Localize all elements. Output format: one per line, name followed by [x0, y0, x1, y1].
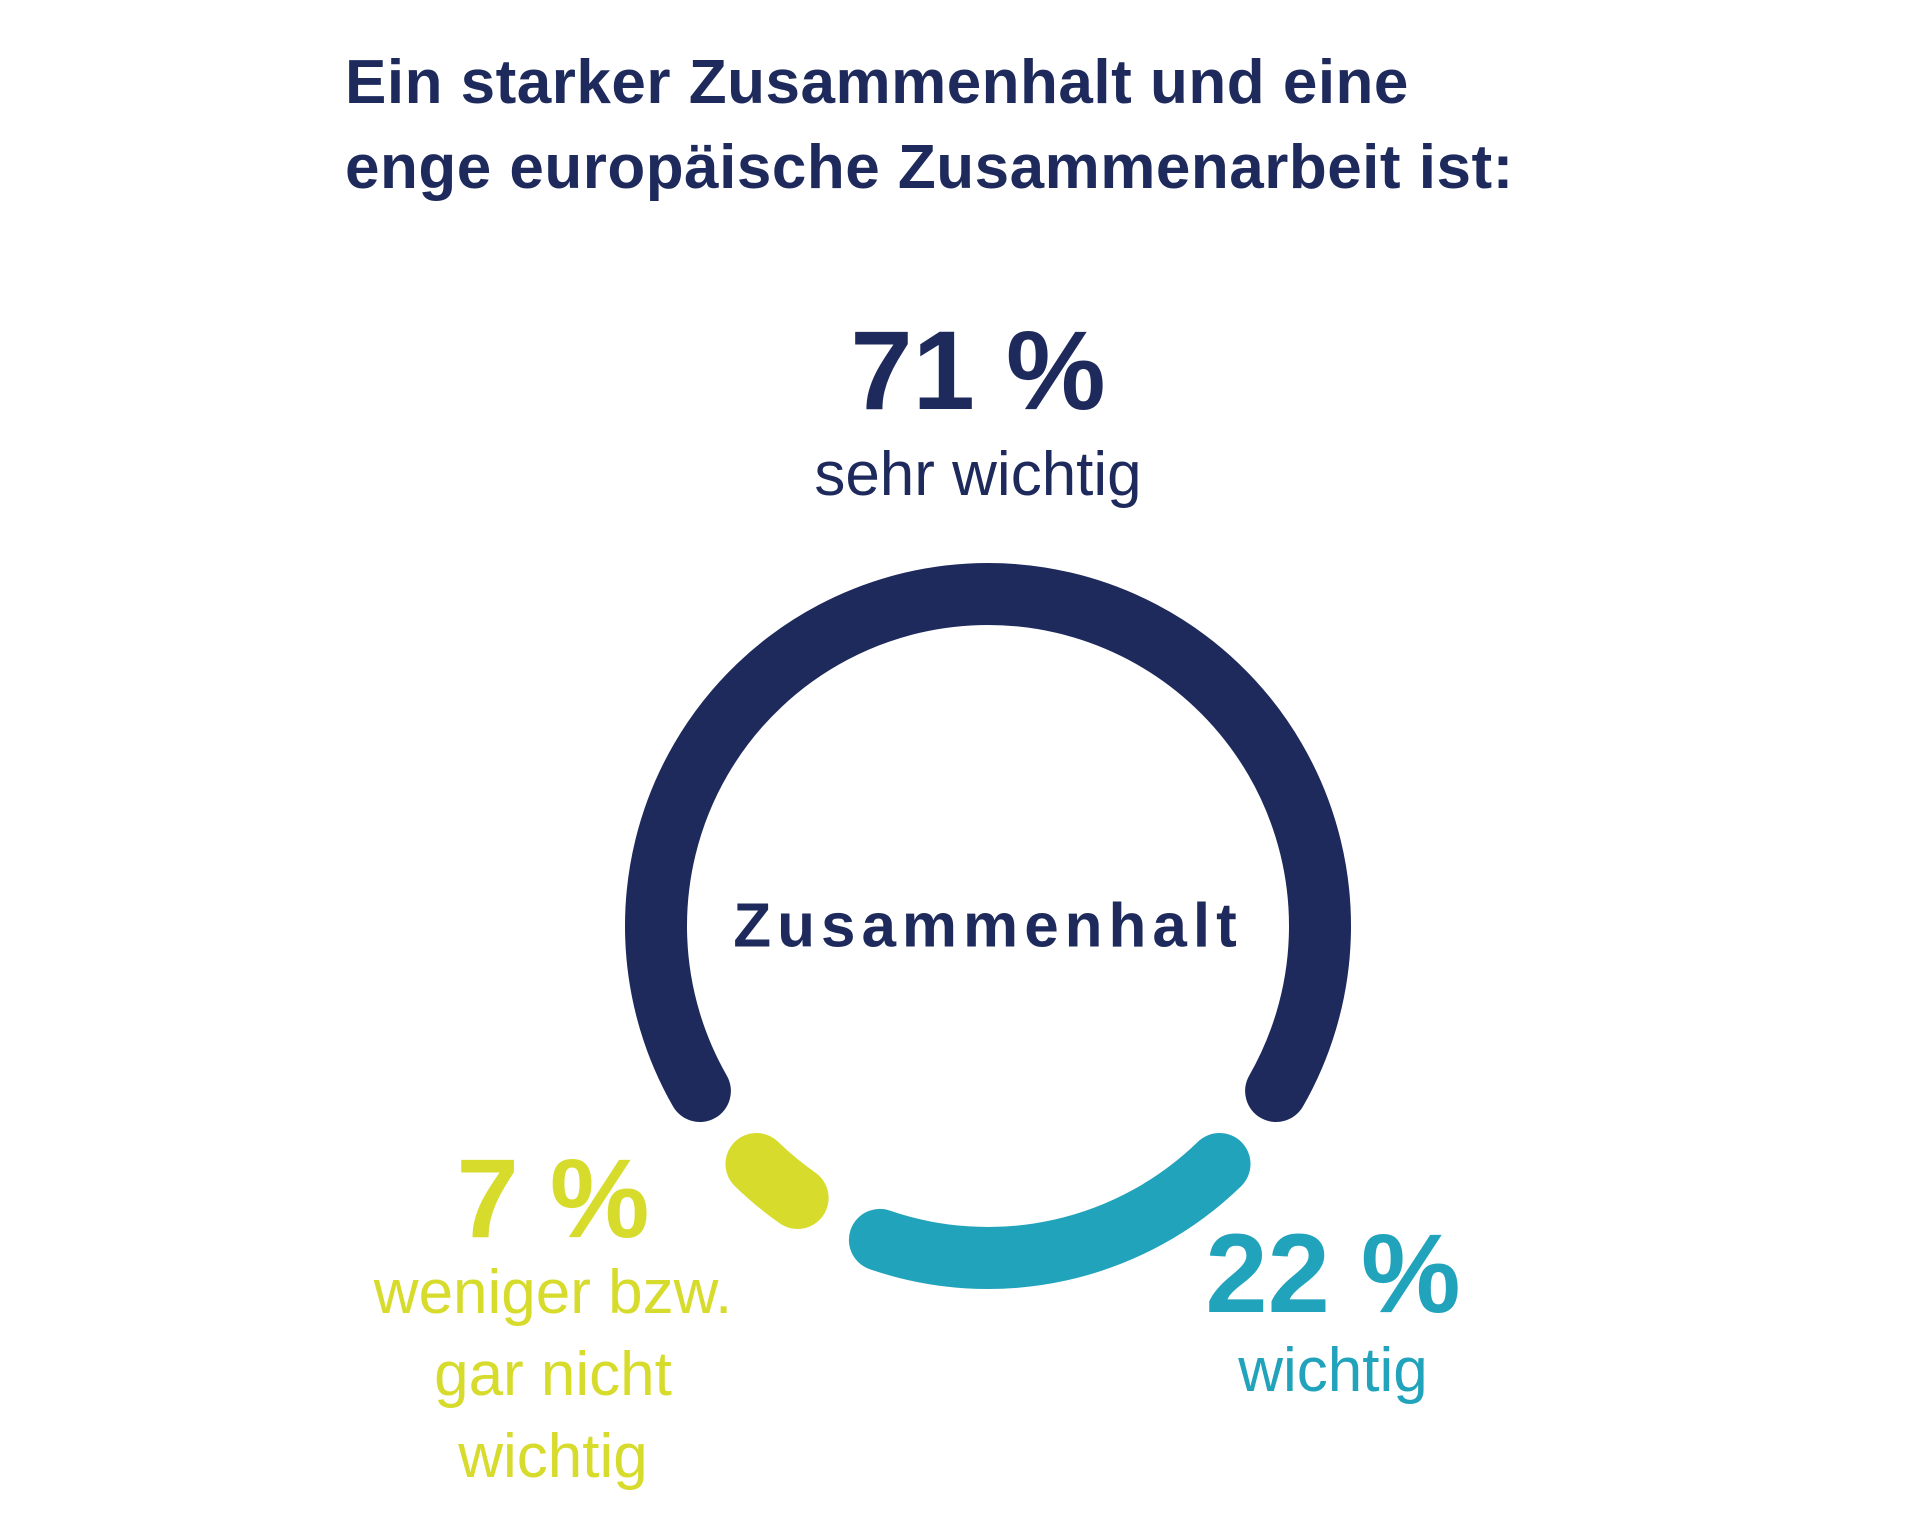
value-weniger-gar-nicht-wichtig: 7 % [456, 1136, 650, 1261]
value-sehr-wichtig: 71 % [850, 308, 1106, 433]
donut-segment-wichtig [848, 1133, 1251, 1289]
chart-title-line2: enge europäische Zusammenarbeit ist: [345, 133, 1514, 202]
label-weniger-line2: gar nicht [434, 1340, 672, 1409]
donut-center-label: Zusammenhalt [733, 891, 1243, 961]
chart-title-line1: Ein starker Zusammenhalt und eine [345, 48, 1409, 117]
donut-segment-sehr-wichtig [625, 563, 1351, 1122]
label-weniger-line3: wichtig [458, 1422, 648, 1491]
label-weniger-gar-nicht-wichtig: weniger bzw. gar nicht wichtig [374, 1252, 732, 1498]
chart-title: Ein starker Zusammenhalt und eine enge e… [345, 40, 1514, 210]
donut-chart [625, 563, 1351, 1289]
label-sehr-wichtig: sehr wichtig [814, 440, 1142, 509]
donut-segment-weniger-gar-nicht-wichtig [725, 1133, 829, 1229]
label-weniger-line1: weniger bzw. [373, 1258, 733, 1327]
label-wichtig: wichtig [1238, 1336, 1428, 1405]
value-wichtig: 22 % [1205, 1211, 1461, 1336]
